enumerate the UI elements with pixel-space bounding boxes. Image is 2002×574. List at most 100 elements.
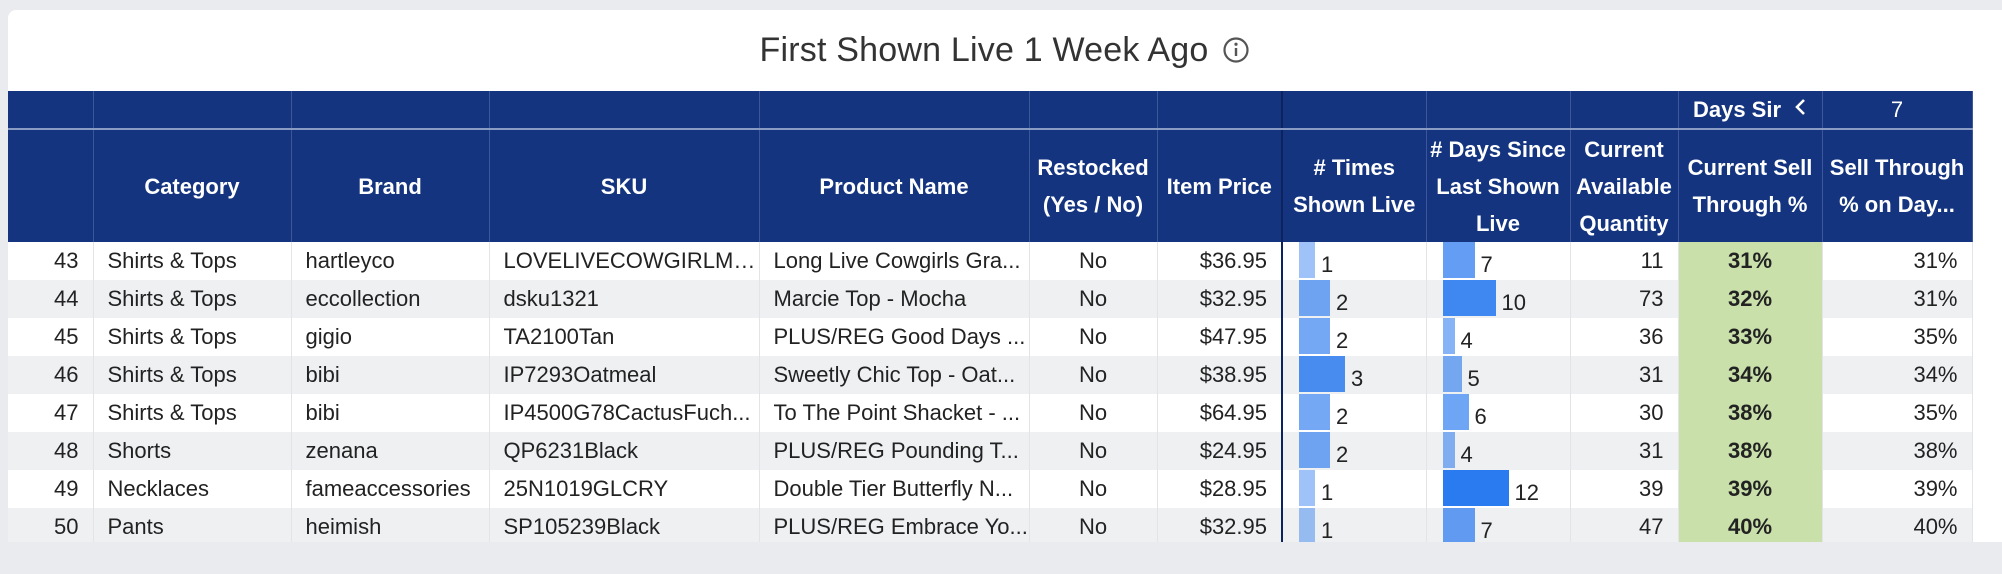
cell-restocked: No	[1029, 356, 1158, 394]
header-times-shown[interactable]: # Times Shown Live	[1281, 129, 1427, 242]
cell-times-shown: 1	[1281, 470, 1427, 508]
table-row[interactable]: 49 Necklaces fameaccessories 25N1019GLCRY Do…	[8, 470, 1973, 508]
cell-days-since: 4	[1426, 318, 1571, 356]
days-value[interactable]: 7	[1822, 91, 1973, 130]
cell-brand: fameaccessories	[291, 470, 490, 508]
cell-brand: bibi	[291, 394, 490, 432]
header-spacer	[1570, 91, 1679, 130]
header-group-row: Days Sir 7	[8, 91, 1973, 130]
cell-available-qty: 11	[1570, 242, 1679, 280]
header-sell-through-day[interactable]: Sell Through % on Day...	[1822, 129, 1973, 242]
cell-available-qty: 31	[1570, 356, 1679, 394]
days-since-bar	[1442, 356, 1462, 392]
page-background	[0, 542, 2002, 574]
cell-sell-through: 38%	[1678, 432, 1823, 470]
days-since-bar	[1442, 394, 1469, 430]
row-index: 46	[8, 356, 94, 394]
cell-brand: heimish	[291, 508, 490, 546]
cell-restocked: No	[1029, 394, 1158, 432]
header-spacer	[8, 91, 94, 130]
cell-times-shown: 2	[1281, 318, 1427, 356]
table-row[interactable]: 44 Shirts & Tops eccollection dsku1321 Marci…	[8, 280, 1973, 318]
cell-available-qty: 47	[1570, 508, 1679, 546]
days-since-bar	[1442, 432, 1455, 468]
cell-product-name: PLUS/REG Embrace Yo...	[759, 508, 1030, 546]
times-shown-value: 1	[1321, 518, 1334, 543]
days-since-value: 12	[1514, 480, 1539, 505]
table-row[interactable]: 48 Shorts zenana QP6231Black PLUS/REG Poundi…	[8, 432, 1973, 470]
cell-product-name: To The Point Shacket - ...	[759, 394, 1030, 432]
report-title: First Shown Live 1 Week Ago	[759, 30, 1209, 69]
title-row: First Shown Live 1 Week Ago	[8, 10, 2002, 90]
cell-sell-through: 38%	[1678, 394, 1823, 432]
days-since-bar	[1442, 280, 1496, 316]
times-shown-bar	[1299, 508, 1315, 544]
cell-category: Shirts & Tops	[93, 356, 292, 394]
cell-item-price: $24.95	[1157, 432, 1283, 470]
cell-sell-through-day: 35%	[1822, 394, 1973, 432]
times-shown-value: 2	[1336, 404, 1349, 429]
cell-category: Necklaces	[93, 470, 292, 508]
cell-product-name: PLUS/REG Good Days ...	[759, 318, 1030, 356]
header-spacer	[291, 91, 490, 130]
header-days-since[interactable]: # Days Since Last Shown Live	[1426, 129, 1571, 242]
cell-item-price: $36.95	[1157, 242, 1283, 280]
days-since-bar	[1442, 242, 1475, 278]
header-spacer	[1281, 91, 1427, 130]
header-category[interactable]: Category	[93, 129, 292, 242]
cell-product-name: Marcie Top - Mocha	[759, 280, 1030, 318]
cell-sku: QP6231Black	[489, 432, 760, 470]
days-since-filter[interactable]: Days Sir	[1678, 91, 1823, 130]
cell-available-qty: 39	[1570, 470, 1679, 508]
cell-sell-through-day: 35%	[1822, 318, 1973, 356]
cell-brand: bibi	[291, 356, 490, 394]
cell-days-since: 10	[1426, 280, 1571, 318]
times-shown-bar	[1299, 394, 1330, 430]
cell-brand: hartleyco	[291, 242, 490, 280]
cell-days-since: 12	[1426, 470, 1571, 508]
header-spacer	[1029, 91, 1158, 130]
days-since-bar	[1442, 318, 1455, 354]
info-icon[interactable]	[1222, 36, 1250, 64]
table-row[interactable]: 43 Shirts & Tops hartleyco LOVELIVECOWGIRLM…	[8, 242, 1973, 280]
table-row[interactable]: 50 Pants heimish SP105239Black PLUS/REG Embr…	[8, 508, 1973, 546]
cell-sell-through: 32%	[1678, 280, 1823, 318]
cell-restocked: No	[1029, 280, 1158, 318]
cell-times-shown: 2	[1281, 280, 1427, 318]
cell-days-since: 7	[1426, 242, 1571, 280]
cell-sku: dsku1321	[489, 280, 760, 318]
row-index: 48	[8, 432, 94, 470]
days-since-value: 4	[1460, 328, 1473, 353]
report-card: First Shown Live 1 Week Ago	[8, 10, 2002, 552]
table-row[interactable]: 47 Shirts & Tops bibi IP4500G78CactusFuch..…	[8, 394, 1973, 432]
cell-product-name: Double Tier Butterfly N...	[759, 470, 1030, 508]
days-since-value: 7	[1480, 252, 1493, 277]
header-item-price[interactable]: Item Price	[1157, 129, 1283, 242]
header-sell-through[interactable]: Current Sell Through %	[1678, 129, 1823, 242]
table-row[interactable]: 45 Shirts & Tops gigio TA2100Tan PLUS/REG Go…	[8, 318, 1973, 356]
cell-restocked: No	[1029, 318, 1158, 356]
chevron-left-icon[interactable]	[1793, 97, 1807, 123]
cell-times-shown: 1	[1281, 242, 1427, 280]
cell-item-price: $64.95	[1157, 394, 1283, 432]
header-restocked[interactable]: Restocked (Yes / No)	[1029, 129, 1158, 242]
cell-restocked: No	[1029, 470, 1158, 508]
cell-sell-through: 39%	[1678, 470, 1823, 508]
cell-brand: eccollection	[291, 280, 490, 318]
cell-category: Shirts & Tops	[93, 318, 292, 356]
cell-category: Shorts	[93, 432, 292, 470]
times-shown-value: 2	[1336, 290, 1349, 315]
cell-sell-through: 31%	[1678, 242, 1823, 280]
table-row[interactable]: 46 Shirts & Tops bibi IP7293Oatmeal Sweetly …	[8, 356, 1973, 394]
header-product-name[interactable]: Product Name	[759, 129, 1030, 242]
times-shown-value: 2	[1336, 442, 1349, 467]
header-available-qty[interactable]: Current Available Quantity	[1570, 129, 1679, 242]
row-index: 49	[8, 470, 94, 508]
cell-sku: 25N1019GLCRY	[489, 470, 760, 508]
header-brand[interactable]: Brand	[291, 129, 490, 242]
cell-sell-through: 33%	[1678, 318, 1823, 356]
cell-item-price: $28.95	[1157, 470, 1283, 508]
header-sku[interactable]: SKU	[489, 129, 760, 242]
row-index: 43	[8, 242, 94, 280]
times-shown-value: 1	[1321, 252, 1334, 277]
